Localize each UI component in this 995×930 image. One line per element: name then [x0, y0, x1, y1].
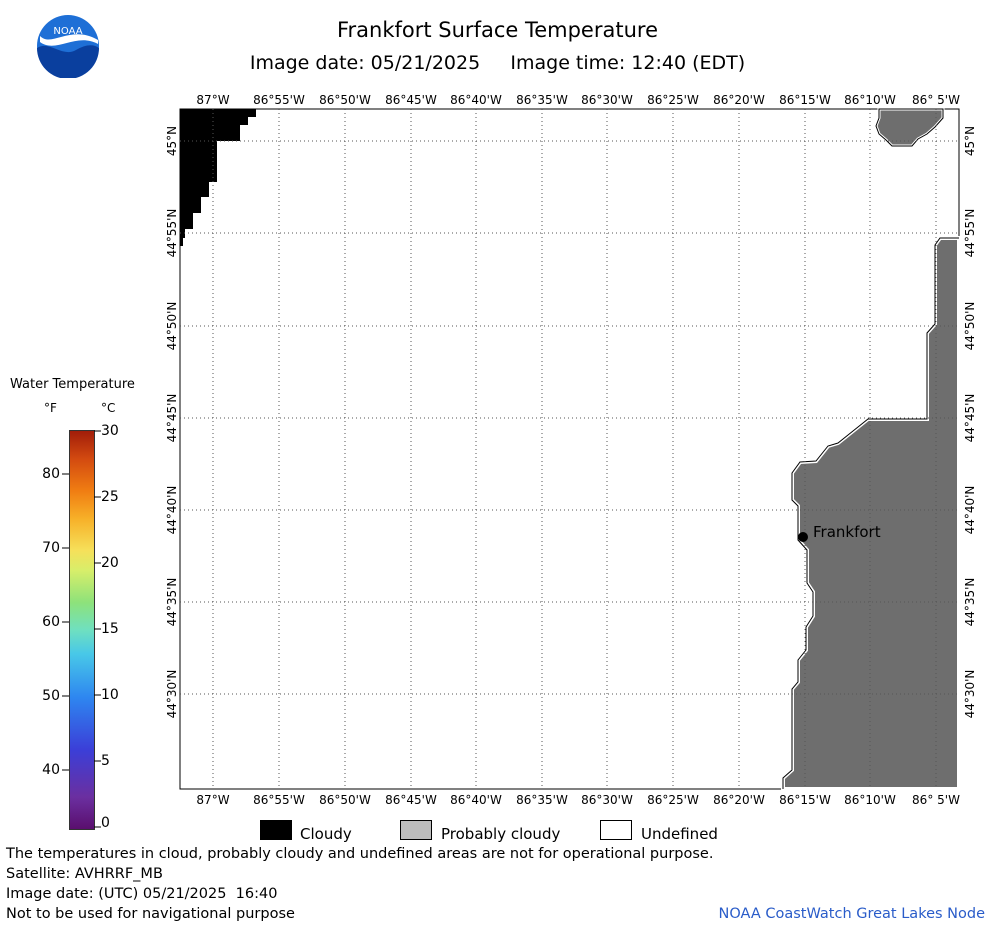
lat-label: 44°40'N	[165, 486, 179, 535]
lon-label: 87°W	[196, 93, 229, 107]
probably-cloudy-label: Probably cloudy	[441, 825, 561, 843]
lon-label: 86° 5'W	[912, 93, 960, 107]
unit-celsius: °C	[101, 401, 116, 415]
lat-label: 44°45'N	[963, 394, 977, 443]
tick-f: 50	[42, 688, 60, 704]
unit-fahrenheit: °F	[44, 401, 57, 415]
lon-label: 87°W	[196, 793, 229, 807]
legend-title: Water Temperature	[10, 377, 135, 392]
tick-c: 10	[101, 687, 119, 703]
lat-label: 44°55'N	[963, 209, 977, 258]
lon-label: 86°20'W	[713, 793, 765, 807]
tick-f: 80	[42, 466, 60, 482]
probably-cloudy-swatch	[400, 820, 432, 840]
lon-label: 86°30'W	[581, 93, 633, 107]
lat-label: 44°55'N	[165, 209, 179, 258]
lat-label: 44°35'N	[165, 578, 179, 627]
tick-f: 70	[42, 540, 60, 556]
tick-c: 30	[101, 423, 119, 439]
tick-c: 25	[101, 489, 119, 505]
navigation-warning: Not to be used for navigational purpose	[6, 906, 295, 922]
lat-label: 44°50'N	[963, 302, 977, 351]
tick-c: 5	[101, 753, 110, 769]
utc-date-text: Image date: (UTC) 05/21/2025 16:40	[6, 886, 278, 902]
graticule	[180, 109, 959, 789]
lon-label: 86°15'W	[779, 793, 831, 807]
temperature-colorbar	[69, 430, 95, 830]
noaa-logo: NOAA	[37, 15, 99, 78]
undefined-swatch	[600, 820, 632, 840]
lat-label: 44°30'N	[963, 670, 977, 719]
tick-c: 0	[101, 815, 110, 831]
lon-label: 86°40'W	[450, 93, 502, 107]
tick-c: 20	[101, 555, 119, 571]
cloudy-swatch	[260, 820, 292, 840]
undefined-label: Undefined	[641, 825, 718, 843]
satellite-text: Satellite: AVHRRF_MB	[6, 866, 163, 882]
tick-f: 40	[42, 762, 60, 778]
lon-label: 86°55'W	[253, 793, 305, 807]
cloudy-label: Cloudy	[300, 825, 352, 843]
disclaimer-text: The temperatures in cloud, probably clou…	[6, 846, 714, 862]
lon-label: 86°15'W	[779, 93, 831, 107]
lon-label: 86°50'W	[319, 793, 371, 807]
lat-label: 44°35'N	[963, 578, 977, 627]
cloud-region	[180, 109, 256, 246]
lat-label: 45°N	[963, 126, 977, 156]
lon-label: 86°45'W	[385, 793, 437, 807]
credit-text: NOAA CoastWatch Great Lakes Node	[718, 906, 985, 922]
image-date-time: Image date: 05/21/2025 Image time: 12:40…	[249, 52, 746, 74]
lon-label: 86°25'W	[647, 93, 699, 107]
tick-c: 15	[101, 621, 119, 637]
lat-label: 44°45'N	[165, 394, 179, 443]
lat-label: 44°40'N	[963, 486, 977, 535]
lat-label: 45°N	[165, 126, 179, 156]
tick-f: 60	[42, 614, 60, 630]
lon-label: 86°35'W	[516, 793, 568, 807]
lat-label: 44°50'N	[165, 302, 179, 351]
map-title: Frankfort Surface Temperature	[336, 18, 658, 42]
frankfort-marker	[798, 532, 808, 542]
colorbar-ticks	[62, 430, 101, 828]
lon-label: 86°45'W	[385, 93, 437, 107]
lon-label: 86°35'W	[516, 93, 568, 107]
lon-label: 86°40'W	[450, 793, 502, 807]
lon-label: 86°55'W	[253, 93, 305, 107]
lon-label: 86°20'W	[713, 93, 765, 107]
lon-label: 86° 5'W	[912, 793, 960, 807]
lon-label: 86°30'W	[581, 793, 633, 807]
lon-label: 86°10'W	[844, 93, 896, 107]
lat-label: 44°30'N	[165, 670, 179, 719]
lon-label: 86°25'W	[647, 793, 699, 807]
lon-label: 86°50'W	[319, 93, 371, 107]
logo-text: NOAA	[53, 26, 82, 37]
place-label: Frankfort	[813, 523, 881, 541]
lon-label: 86°10'W	[844, 793, 896, 807]
